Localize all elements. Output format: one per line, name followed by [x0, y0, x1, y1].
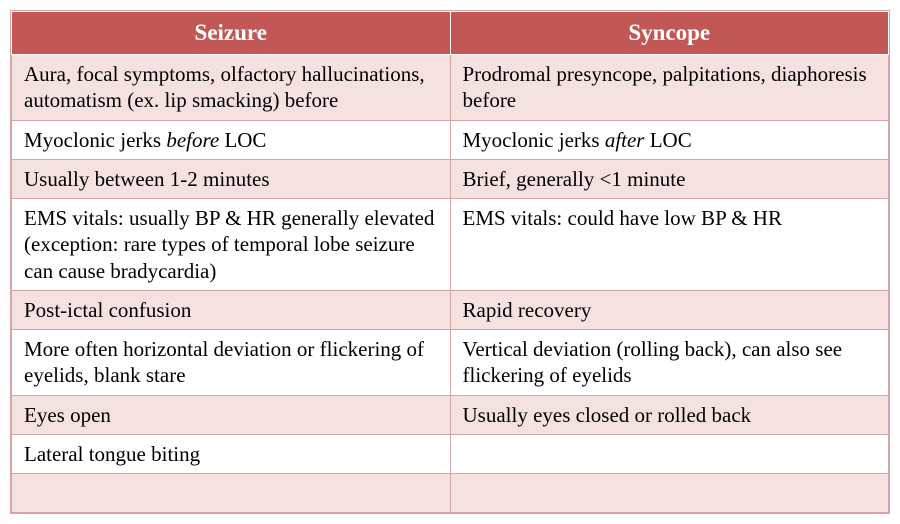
cell-seizure: EMS vitals: usually BP & HR generally el…: [12, 199, 451, 291]
cell-seizure: Myoclonic jerks before LOC: [12, 120, 451, 159]
table-row: Lateral tongue biting: [12, 434, 889, 473]
cell-syncope: Prodromal presyncope, palpitations, diap…: [450, 55, 889, 121]
text-post: LOC: [219, 128, 266, 152]
cell-syncope: Brief, generally <1 minute: [450, 159, 889, 198]
table-row: Post-ictal confusion Rapid recovery: [12, 290, 889, 329]
table-row: Eyes open Usually eyes closed or rolled …: [12, 395, 889, 434]
cell-syncope: Usually eyes closed or rolled back: [450, 395, 889, 434]
table-row: Aura, focal symptoms, olfactory hallucin…: [12, 55, 889, 121]
text-em: before: [166, 128, 219, 152]
text-post: LOC: [644, 128, 691, 152]
table-row: [12, 474, 889, 513]
table-row: Myoclonic jerks before LOC Myoclonic jer…: [12, 120, 889, 159]
cell-syncope: Vertical deviation (rolling back), can a…: [450, 330, 889, 396]
cell-seizure: Eyes open: [12, 395, 451, 434]
cell-seizure: Usually between 1-2 minutes: [12, 159, 451, 198]
text-pre: Myoclonic jerks: [463, 128, 605, 152]
comparison-table-container: Seizure Syncope Aura, focal symptoms, ol…: [10, 10, 890, 514]
table-row: Usually between 1-2 minutes Brief, gener…: [12, 159, 889, 198]
table-row: EMS vitals: usually BP & HR generally el…: [12, 199, 889, 291]
col-header-syncope: Syncope: [450, 12, 889, 55]
cell-syncope: [450, 474, 889, 513]
cell-syncope: EMS vitals: could have low BP & HR: [450, 199, 889, 291]
cell-seizure: More often horizontal deviation or flick…: [12, 330, 451, 396]
cell-seizure: [12, 474, 451, 513]
cell-seizure: Lateral tongue biting: [12, 434, 451, 473]
text-pre: Myoclonic jerks: [24, 128, 166, 152]
cell-syncope: Myoclonic jerks after LOC: [450, 120, 889, 159]
cell-syncope: [450, 434, 889, 473]
cell-seizure: Post-ictal confusion: [12, 290, 451, 329]
cell-syncope: Rapid recovery: [450, 290, 889, 329]
cell-seizure: Aura, focal symptoms, olfactory hallucin…: [12, 55, 451, 121]
col-header-seizure: Seizure: [12, 12, 451, 55]
comparison-table: Seizure Syncope Aura, focal symptoms, ol…: [11, 11, 889, 513]
text-em: after: [605, 128, 645, 152]
table-header-row: Seizure Syncope: [12, 12, 889, 55]
table-row: More often horizontal deviation or flick…: [12, 330, 889, 396]
